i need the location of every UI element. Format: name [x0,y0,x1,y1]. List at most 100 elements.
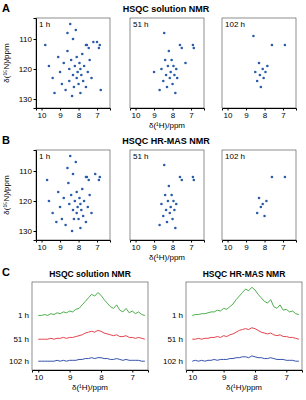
peak [61,218,64,221]
peak [51,77,54,80]
x-tick-label: 9 [152,243,157,252]
y-tick-mark [34,99,37,100]
x-tick: 8 [171,108,176,120]
x-tick-label: 8 [99,373,104,382]
peak [266,65,269,68]
peak [162,215,165,218]
peak [44,44,47,47]
peak [164,59,167,62]
peak [92,41,95,44]
peak [98,179,101,182]
x-tick: 9 [244,108,249,120]
peak [80,74,83,77]
plot-frame [130,18,204,108]
panel-title: HSQC HR-MAS NMR [203,269,286,279]
peak [57,191,60,194]
y-tick: 120 [19,197,36,206]
x-tick: 10 [224,240,233,252]
x-tick-label: 9 [244,111,249,120]
peak [96,41,99,44]
x-tick-label: 7 [189,243,194,252]
x-tick-label: 10 [38,243,47,252]
peak [75,191,78,194]
x-tick: 7 [285,370,290,382]
panel: 10987102 h [222,18,297,120]
peak [87,47,90,50]
series-label: 1 h [18,311,29,320]
peak [169,206,172,209]
peak [83,65,86,68]
peak [99,89,102,92]
panel-letter: A [2,2,10,14]
peak [193,179,196,182]
peak [175,203,178,206]
panel: 10987102 h [222,150,297,252]
peak [79,227,82,230]
panel-title: HSQC solution NMR [49,269,131,279]
x-tick-label: 10 [132,243,141,252]
x-tick: 8 [263,108,268,120]
peak [192,176,195,179]
peak [72,74,75,77]
y-tick-mark [34,69,37,70]
plot-frame [222,150,296,240]
peak [168,185,171,188]
y-axis: 110120130 [19,151,37,241]
marks [153,32,195,95]
y-tick-mark [34,171,37,172]
peak [79,68,82,71]
peak [70,194,73,197]
peak [254,71,257,74]
series-label: 51 h [167,335,183,344]
peak [79,203,82,206]
x-tick-label: 9 [68,373,73,382]
x-tick: 7 [189,108,194,120]
x-tick-label: 8 [263,111,268,120]
peak [165,74,168,77]
x-tick-label: 7 [281,243,286,252]
x-axis-title: δ(¹H)/ppm [149,253,185,262]
marks [44,23,102,98]
peak [168,50,171,53]
peak [166,86,169,89]
peak [98,47,101,50]
x-axis: 10987 [37,108,111,120]
x-tick: 8 [263,240,268,252]
x-tick-label: 9 [222,373,227,382]
peak [66,50,69,53]
marks [38,293,145,362]
x-tick-label: 7 [131,373,136,382]
peak [158,224,161,227]
x-tick: 7 [95,240,100,252]
spectrum-line [38,330,145,339]
peak [259,74,262,77]
peak [78,197,81,200]
peak [258,197,261,200]
peak [74,29,77,32]
y-axis-title: δ(¹⁵N)/ppm [2,43,11,83]
spectrum-line [38,293,145,316]
peak [76,206,79,209]
y-tick: 120 [19,65,36,74]
x-tick-label: 8 [171,243,176,252]
x-tick: 7 [131,370,136,382]
peak [261,68,264,71]
peak [256,212,259,215]
peak [153,71,156,74]
plot-frame [130,150,204,240]
peak [85,44,88,47]
x-tick-label: 8 [253,373,258,382]
peak [262,77,265,80]
spectrum-line [192,356,299,361]
x-tick: 9 [58,240,63,252]
peak [171,83,174,86]
peak [48,200,51,203]
peak [83,200,86,203]
x-tick: 7 [95,108,100,120]
spectrum-line [38,358,145,362]
y-axis-line [34,151,37,241]
x-tick: 8 [77,240,82,252]
peak [72,209,75,212]
panel: 109871101201301 hδ(¹⁵N)/ppmBHSQC HR-MAS … [2,134,210,252]
peak [258,62,261,65]
